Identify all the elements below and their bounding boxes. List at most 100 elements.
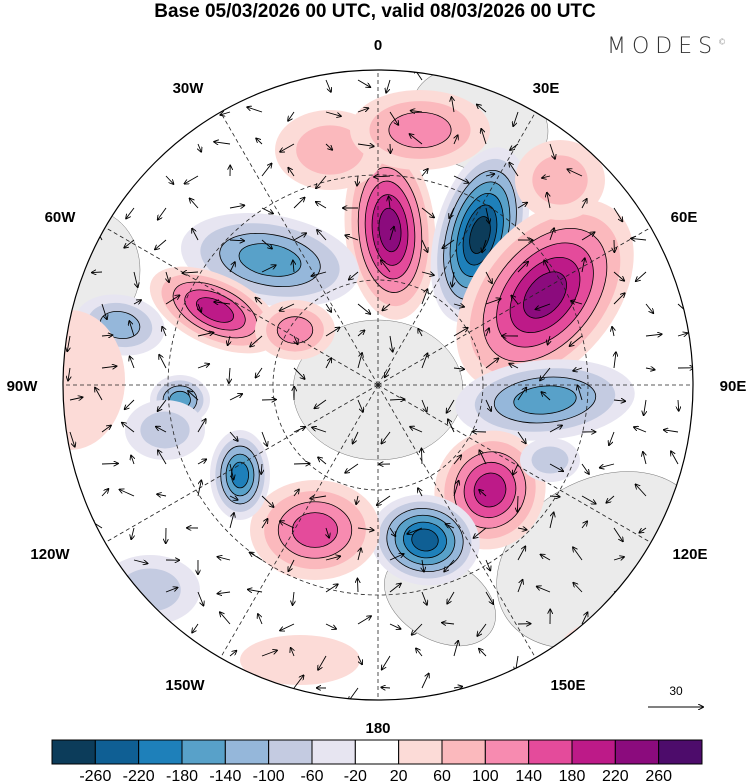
wind-arrow xyxy=(581,521,587,529)
wind-arrow xyxy=(643,452,646,465)
wind-arrow xyxy=(157,494,167,496)
wind-arrow xyxy=(549,425,562,433)
lon-label-150e: 150E xyxy=(550,677,585,694)
colorbar-label: -220 xyxy=(123,768,155,783)
wind-arrow xyxy=(613,271,624,281)
wind-arrow xyxy=(511,295,519,305)
wind-arrow xyxy=(381,431,391,444)
wind-arrow xyxy=(261,164,272,177)
wind-arrow xyxy=(613,293,625,305)
wind-arrow xyxy=(357,579,358,593)
wind-arrow xyxy=(549,228,554,241)
wind-arrow xyxy=(389,197,390,209)
wind-arrow xyxy=(217,592,231,594)
logo-mark: © xyxy=(718,37,727,47)
wind-arrow xyxy=(247,107,263,113)
wind-arrow xyxy=(293,489,299,497)
meridian-line xyxy=(377,227,651,386)
wind-arrow xyxy=(581,199,587,209)
wind-arrow xyxy=(581,232,595,241)
meridian-line xyxy=(105,384,379,543)
colorbar-swatch xyxy=(224,739,270,765)
wind-arrow xyxy=(517,546,525,561)
vector-reference-label: 30 xyxy=(669,684,683,698)
wind-arrow xyxy=(133,559,147,563)
wind-arrow xyxy=(198,143,201,152)
wind-arrow xyxy=(644,399,646,415)
wind-arrow xyxy=(69,431,75,447)
wind-arrow xyxy=(485,299,501,305)
wind-arrow xyxy=(280,623,295,631)
wind-arrow xyxy=(101,335,112,336)
colorbar-swatch xyxy=(614,739,660,765)
wind-arrow xyxy=(357,353,362,369)
wind-arrow xyxy=(448,419,455,433)
wind-arrow xyxy=(453,687,462,688)
wind-arrow xyxy=(293,675,304,689)
wind-arrow xyxy=(541,392,551,401)
wind-arrow xyxy=(678,399,679,411)
wind-arrow xyxy=(261,207,273,214)
wind-arrow xyxy=(385,367,391,377)
wind-arrow xyxy=(382,303,391,310)
wind-arrow xyxy=(677,333,687,336)
wind-arrow xyxy=(582,258,585,273)
wind-arrow xyxy=(390,335,393,352)
wind-arrow xyxy=(325,111,341,116)
wind-arrow xyxy=(509,163,519,177)
wind-arrow xyxy=(261,239,272,249)
wind-arrow xyxy=(220,112,231,115)
wind-arrow xyxy=(421,207,434,217)
wind-arrow xyxy=(325,584,338,593)
wind-arrow xyxy=(510,143,519,150)
wind-arrow xyxy=(119,490,135,497)
wind-arrow xyxy=(548,335,550,344)
positive-anomaly xyxy=(388,111,452,149)
wind-arrow xyxy=(158,207,167,220)
wind-arrow xyxy=(229,496,238,500)
wind-arrow xyxy=(573,547,583,561)
wind-arrow xyxy=(280,143,295,152)
wind-arrow xyxy=(198,303,201,312)
wind-arrow xyxy=(517,495,518,512)
wind-arrow xyxy=(353,431,359,443)
colorbar-swatch xyxy=(658,739,703,765)
wind-arrow xyxy=(485,271,492,283)
wind-arrow xyxy=(155,239,167,249)
wind-arrow xyxy=(549,143,555,159)
colorbar-label: -260 xyxy=(79,768,111,783)
wind-arrow xyxy=(156,427,167,433)
wind-arrow xyxy=(250,552,263,561)
colorbar-swatch xyxy=(484,739,530,765)
wind-arrow xyxy=(609,431,615,445)
wind-arrow xyxy=(517,388,526,401)
wind-arrow xyxy=(318,655,327,670)
positive-anomaly xyxy=(532,155,588,205)
wind-arrow xyxy=(261,650,277,657)
wind-arrow xyxy=(229,513,234,529)
wind-arrow xyxy=(614,352,616,369)
wind-arrow xyxy=(165,588,177,593)
wind-arrow xyxy=(197,591,203,606)
wind-arrow xyxy=(517,528,527,530)
colorbar-label: 140 xyxy=(515,768,542,783)
wind-arrow xyxy=(357,79,370,87)
wind-arrow xyxy=(165,175,173,184)
wind-arrow xyxy=(613,557,624,560)
positive-anomaly xyxy=(560,620,660,680)
wind-arrow xyxy=(280,303,295,311)
wind-arrow xyxy=(645,368,655,370)
wind-arrow xyxy=(158,450,167,465)
wind-arrow xyxy=(573,368,583,371)
wind-arrow xyxy=(131,527,134,539)
wind-arrow xyxy=(312,427,327,433)
lon-label-90e: 90E xyxy=(720,378,747,395)
wind-arrow xyxy=(101,426,111,433)
colorbar-swatch xyxy=(354,739,400,765)
wind-arrow xyxy=(486,328,489,337)
colorbar-label: -20 xyxy=(344,768,367,783)
wind-arrow xyxy=(509,364,519,369)
wind-arrow xyxy=(325,556,340,561)
wind-arrow xyxy=(228,335,230,345)
wind-arrow xyxy=(451,97,454,113)
